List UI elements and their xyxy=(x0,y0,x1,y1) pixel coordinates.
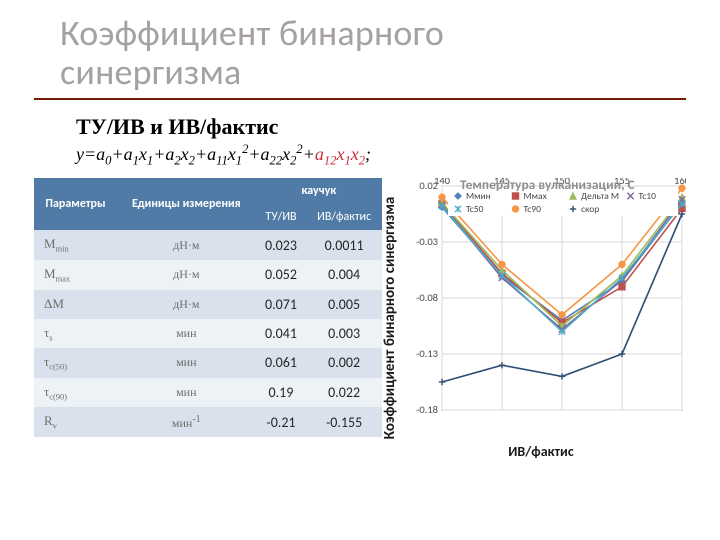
subtitle: ТУ/ИВ и ИВ/фактис xyxy=(34,114,686,140)
svg-text:скор: скор xyxy=(581,203,599,215)
regression-formula: y=a0+a1x1+a2x2+a11x12+a22x22+a12x1x2; xyxy=(34,142,686,169)
svg-text:Тс90: Тс90 xyxy=(524,203,542,215)
chart-svg: 0.02-0.03-0.08-0.13-0.18140145150155160М… xyxy=(396,178,686,438)
content-row: Параметры Единицы измерения каучук ТУ/ИВ… xyxy=(34,178,686,458)
col-subheader-1: ТУ/ИВ xyxy=(256,204,307,230)
unit-cell: дН·м xyxy=(117,290,256,319)
value-cell-2: 0.003 xyxy=(306,319,382,349)
svg-text:140: 140 xyxy=(434,178,451,187)
table-header-row-1: Параметры Единицы измерения каучук xyxy=(34,178,382,204)
param-cell: Rv xyxy=(34,407,117,437)
chart-footer: ИВ/фактис xyxy=(396,443,686,460)
col-header-param: Параметры xyxy=(34,178,117,230)
value-cell-1: 0.041 xyxy=(256,319,307,349)
param-cell: τs xyxy=(34,319,117,349)
value-cell-2: 0.0011 xyxy=(306,230,382,260)
value-cell-1: -0.21 xyxy=(256,407,307,437)
unit-cell: мин xyxy=(117,319,256,349)
table-row: τc(50)мин0.0610.002 xyxy=(34,348,382,378)
slide-title: Коэффициент бинарного синергизма xyxy=(34,14,686,92)
col-header-unit: Единицы измерения xyxy=(117,178,256,230)
col-subheader-2: ИВ/фактис xyxy=(306,204,382,230)
param-cell: τc(50) xyxy=(34,348,117,378)
table-body: MminдН·м0.0230.0011MmaxдН·м0.0520.004ΔMд… xyxy=(34,230,382,437)
value-cell-2: 0.005 xyxy=(306,290,382,319)
param-cell: τc(90) xyxy=(34,378,117,408)
table-row: MmaxдН·м0.0520.004 xyxy=(34,260,382,290)
col-header-group: каучук xyxy=(256,178,382,204)
value-cell-2: 0.004 xyxy=(306,260,382,290)
param-cell: ΔM xyxy=(34,290,117,319)
value-cell-2: 0.002 xyxy=(306,348,382,378)
param-cell: Mmin xyxy=(34,230,117,260)
title-underline xyxy=(34,98,686,100)
value-cell-2: -0.155 xyxy=(306,407,382,437)
svg-text:-0.03: -0.03 xyxy=(416,235,438,248)
unit-cell: мин xyxy=(117,378,256,408)
parameters-table: Параметры Единицы измерения каучук ТУ/ИВ… xyxy=(34,178,382,437)
value-cell-1: 0.071 xyxy=(256,290,307,319)
param-cell: Mmax xyxy=(34,260,117,290)
svg-text:-0.18: -0.18 xyxy=(416,403,438,416)
unit-cell: мин xyxy=(117,348,256,378)
value-cell-1: 0.19 xyxy=(256,378,307,408)
table-row: τsмин0.0410.003 xyxy=(34,319,382,349)
svg-text:-0.13: -0.13 xyxy=(416,347,438,360)
value-cell-1: 0.023 xyxy=(256,230,307,260)
value-cell-1: 0.061 xyxy=(256,348,307,378)
title-line-2: синергизма xyxy=(60,50,241,94)
svg-text:Тс10: Тс10 xyxy=(639,190,657,202)
unit-cell: дН·м xyxy=(117,230,256,260)
table-row: Rvмин-1-0.21-0.155 xyxy=(34,407,382,437)
svg-text:-0.08: -0.08 xyxy=(416,291,438,304)
table-row: τc(90)мин0.190.022 xyxy=(34,378,382,408)
y-axis-title: Коэффициент бинарного синергизма xyxy=(381,197,399,440)
x-axis-title-top: Температура вулканизации, С xyxy=(460,176,635,193)
svg-text:Тс50: Тс50 xyxy=(466,203,484,215)
table-row: ΔMдН·м0.0710.005 xyxy=(34,290,382,319)
value-cell-2: 0.022 xyxy=(306,378,382,408)
title-line-1: Коэффициент бинарного xyxy=(60,11,444,55)
table-row: MminдН·м0.0230.0011 xyxy=(34,230,382,260)
unit-cell: мин-1 xyxy=(117,407,256,437)
unit-cell: дН·м xyxy=(117,260,256,290)
value-cell-1: 0.052 xyxy=(256,260,307,290)
synergy-chart: Коэффициент бинарного синергизма Темпера… xyxy=(396,178,686,458)
